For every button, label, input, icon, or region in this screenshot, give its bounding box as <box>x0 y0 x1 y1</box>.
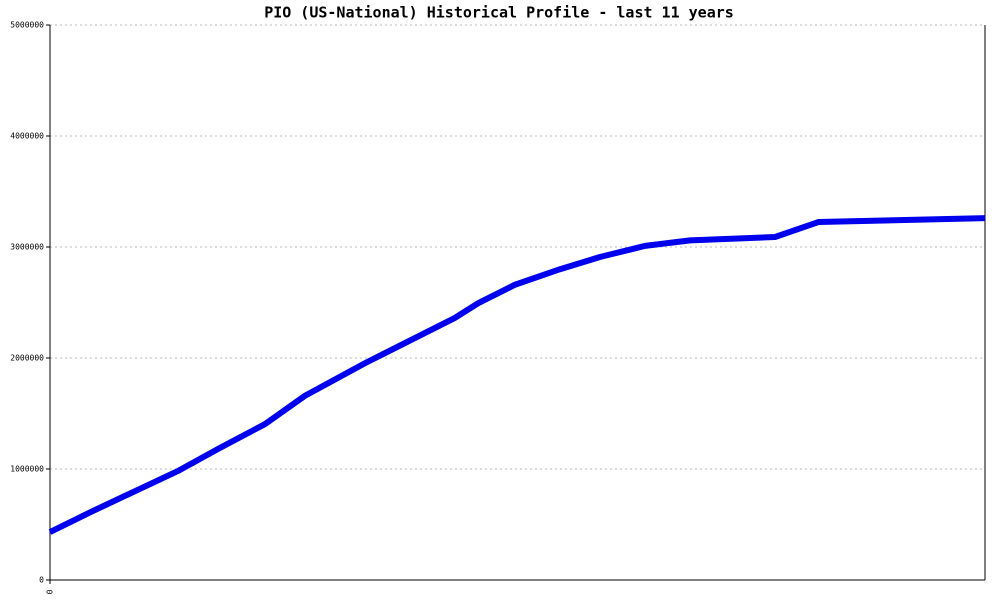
y-tick-label: 3000000 <box>10 243 44 252</box>
data-line <box>48 215 986 535</box>
y-tick-label: 5000000 <box>10 21 44 30</box>
y-tick-label: 4000000 <box>10 132 44 141</box>
y-tick-label: 2000000 <box>10 354 44 363</box>
chart-title: PIO (US-National) Historical Profile - l… <box>264 4 734 22</box>
y-tick-label: 0 <box>39 576 44 585</box>
x-tick-label: 0 <box>46 589 55 594</box>
y-tick-label: 1000000 <box>10 465 44 474</box>
